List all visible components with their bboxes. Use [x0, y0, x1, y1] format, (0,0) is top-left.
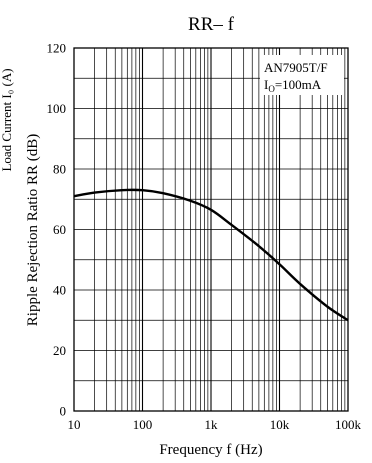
y-axis-label: Ripple Rejection Ratio RR (dB): [25, 134, 41, 326]
x-tick-label: 10k: [270, 417, 290, 432]
y-tick-label: 40: [53, 283, 66, 298]
legend-line-1: AN7905T/F: [264, 60, 328, 75]
x-tick-label: 1k: [205, 417, 219, 432]
plot-frame: [73, 47, 349, 412]
grid: [74, 48, 348, 411]
series-group: [73, 188, 349, 322]
x-tick-label: 100: [133, 417, 153, 432]
legend-box: [260, 55, 344, 95]
x-tick-label: 10: [68, 417, 81, 432]
chart-title: RR– f: [188, 14, 235, 35]
series-line: [73, 188, 349, 322]
x-axis-label: Frequency f (Hz): [159, 442, 262, 458]
y-tick-label: 0: [60, 404, 67, 419]
y-tick-label: 20: [53, 343, 66, 358]
legend-line-2: IO=100mA: [264, 77, 322, 94]
ticks: 10 100 1k 10k 100k 0 20 40 60 80 100 120: [47, 41, 362, 433]
x-tick-label: 100k: [335, 417, 362, 432]
y-tick-label: 120: [47, 41, 67, 56]
y-tick-label: 60: [53, 222, 66, 237]
y-tick-label: 100: [47, 101, 67, 116]
y-tick-label: 80: [53, 162, 66, 177]
secondary-axis-label-cutoff: Load Current I₀ (A): [0, 68, 14, 171]
